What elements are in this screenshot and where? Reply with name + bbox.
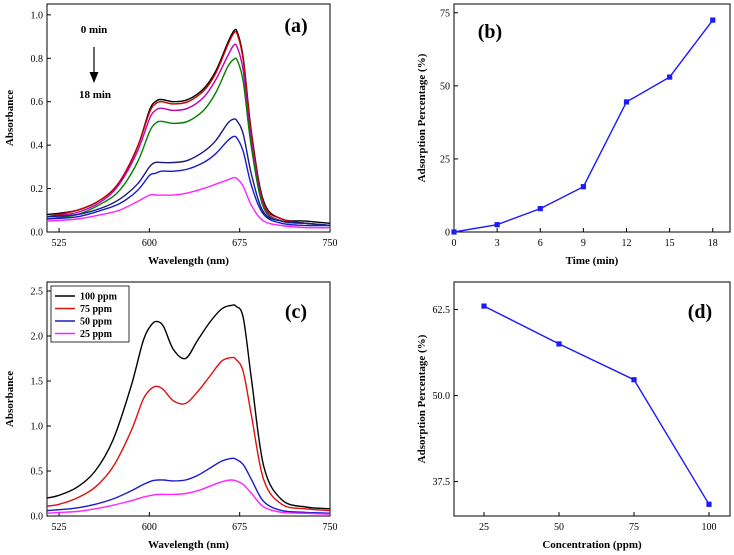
panel-a: 525 600 675 750 0.0 0.2 0.4 0.6 0.8 1.0 Wavelength… — [4, 3, 338, 267]
data-point-marker — [537, 206, 543, 212]
x-tick-label: 675 — [232, 522, 247, 533]
series-line-6-min — [47, 43, 330, 227]
down-arrow-icon — [89, 72, 99, 83]
panel-label: (d) — [688, 301, 712, 323]
data-point-marker — [494, 222, 500, 228]
series-line-12-min — [47, 118, 330, 227]
y-tick-label: 37.5 — [433, 477, 451, 488]
panel-d: 25 50 75 100 37.5 50.0 62.5 Concentration (ppm)… — [416, 281, 731, 551]
series-line-0-min — [47, 28, 330, 224]
y-tick-label: 50 — [440, 81, 450, 92]
x-tick-label: 750 — [323, 522, 338, 533]
data-point-marker — [451, 229, 457, 235]
legend-entry: 50 ppm — [80, 317, 113, 328]
x-tick-label: 25 — [479, 522, 489, 533]
legend-entry: 100 ppm — [80, 292, 118, 303]
series-line-3-min — [47, 30, 330, 227]
y-tick-label: 2.0 — [31, 332, 44, 343]
series-line-75-ppm — [47, 356, 330, 512]
y-tick-label: 75 — [440, 8, 450, 19]
annotation-start-time: 0 min — [81, 24, 108, 36]
y-tick-label: 62.5 — [433, 305, 451, 316]
panel-b: 0 3 6 9 12 15 18 0 25 50 75 Time (min) Adsorption Pe… — [416, 3, 731, 267]
y-tick-label: 25 — [440, 154, 450, 165]
series-line-15-min — [47, 135, 330, 227]
y-tick-label: 0 — [445, 228, 450, 239]
y-tick-label: 0.2 — [31, 184, 44, 195]
panel-c: 525 600 675 750 0.0 0.5 1.0 1.5 2.0 2.5 Wavelength… — [4, 281, 338, 551]
y-tick-label: 1.5 — [31, 377, 44, 388]
series-line-25-ppm — [47, 479, 330, 515]
plot-frame — [453, 3, 731, 233]
data-point-marker — [580, 184, 586, 190]
series-line-adsorption — [454, 19, 714, 232]
y-tick-label: 1.0 — [31, 422, 44, 433]
data-point-marker — [481, 303, 487, 309]
x-tick-label: 6 — [538, 238, 543, 249]
y-tick-label: 0.6 — [31, 97, 44, 108]
annotation-end-time: 18 min — [79, 89, 111, 101]
x-tick-label: 50 — [554, 522, 564, 533]
x-tick-label: 525 — [52, 238, 67, 249]
y-axis-label: Adsorption Percentage (%) — [416, 53, 428, 182]
y-axis-label: Adsorption Percentage (%) — [416, 334, 428, 463]
x-tick-label: 525 — [52, 522, 67, 533]
x-tick-label: 12 — [622, 238, 632, 249]
y-tick-label: 0.4 — [31, 141, 44, 152]
series-line-adsorption — [483, 305, 710, 505]
series-line-50-ppm — [47, 457, 330, 514]
x-axis-label: Concentration (ppm) — [542, 539, 642, 551]
legend-entry: 25 ppm — [80, 329, 113, 340]
x-tick-label: 9 — [581, 238, 586, 249]
y-axis-label: Absorbance — [4, 371, 16, 427]
x-tick-label: 675 — [232, 238, 247, 249]
x-tick-label: 15 — [665, 238, 675, 249]
x-tick-label: 3 — [495, 238, 500, 249]
plot-frame — [453, 281, 731, 517]
x-tick-label: 600 — [142, 238, 157, 249]
data-point-marker — [710, 17, 716, 23]
panel-label: (b) — [478, 21, 502, 43]
y-tick-label: 0.5 — [31, 467, 44, 478]
data-point-marker — [631, 377, 637, 383]
plot-frame — [46, 281, 331, 517]
y-tick-label: 0.0 — [31, 512, 44, 523]
x-axis-label: Time (min) — [566, 255, 619, 267]
data-point-marker — [706, 501, 712, 507]
series-line-18-min — [47, 176, 330, 229]
y-tick-label: 50.0 — [433, 391, 451, 402]
x-tick-label: 18 — [708, 238, 718, 249]
data-point-marker — [556, 341, 562, 347]
series-line-9-min — [47, 57, 330, 227]
x-axis-label: Wavelength (nm) — [148, 255, 229, 267]
data-point-marker — [667, 74, 673, 80]
x-tick-label: 100 — [702, 522, 717, 533]
y-tick-label: 2.5 — [31, 287, 44, 298]
x-axis-label: Wavelength (nm) — [148, 539, 229, 551]
panel-label: (c) — [285, 301, 307, 323]
legend-entry: 75 ppm — [80, 304, 113, 315]
x-tick-label: 600 — [142, 522, 157, 533]
y-tick-label: 0.8 — [31, 54, 44, 65]
series-line-100-ppm — [47, 304, 330, 510]
panel-label: (a) — [284, 15, 307, 37]
y-axis-label: Absorbance — [4, 90, 16, 146]
y-tick-label: 1.0 — [31, 10, 44, 21]
x-tick-label: 75 — [629, 522, 639, 533]
data-point-marker — [623, 99, 630, 105]
x-tick-label: 0 — [452, 238, 457, 249]
plot-frame — [46, 3, 331, 233]
x-tick-label: 750 — [323, 238, 338, 249]
y-tick-label: 0.0 — [31, 228, 44, 239]
